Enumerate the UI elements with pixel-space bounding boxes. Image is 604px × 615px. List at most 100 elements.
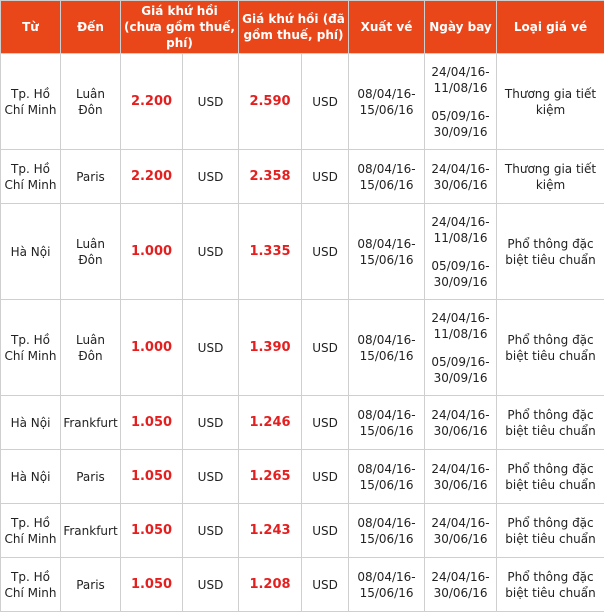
travel-period-spacer bbox=[427, 246, 494, 258]
fare-class-cell: Phổ thông đặc biệt tiêu chuẩn bbox=[496, 395, 604, 450]
travel-period-spacer bbox=[427, 96, 494, 108]
travel-dates-cell: 24/04/16-30/06/16 bbox=[424, 149, 498, 204]
price-excl-tax-cell: 1.050 bbox=[120, 557, 183, 612]
header-fare-class: Loại giá vé bbox=[496, 0, 604, 54]
travel-dates-cell: 24/04/16-11/08/16 05/09/16-30/09/16 bbox=[424, 53, 498, 150]
header-ticketing: Xuất vé bbox=[348, 0, 426, 54]
travel-period-1: 24/04/16-30/06/16 bbox=[431, 407, 490, 438]
from-cell: Hà Nội bbox=[0, 203, 61, 300]
header-travel-dates: Ngày bay bbox=[424, 0, 498, 54]
travel-period-1: 24/04/16-30/06/16 bbox=[431, 461, 490, 492]
travel-dates-cell: 24/04/16-30/06/16 bbox=[424, 449, 498, 504]
to-cell: Frankfurt bbox=[60, 503, 121, 558]
to-cell: Luân Đôn bbox=[60, 299, 121, 396]
header-from: Từ bbox=[0, 0, 61, 54]
currency-incl-tax-cell: USD bbox=[300, 449, 350, 504]
to-cell: Luân Đôn bbox=[60, 203, 121, 300]
price-incl-tax-cell: 1.208 bbox=[238, 557, 302, 612]
fare-class-cell: Thương gia tiết kiệm bbox=[496, 53, 604, 150]
price-excl-tax-cell: 1.050 bbox=[120, 449, 183, 504]
price-excl-tax-cell: 1.050 bbox=[120, 395, 183, 450]
ticketing-period-cell: 08/04/16-15/06/16 bbox=[348, 503, 426, 558]
price-incl-tax-cell: 1.243 bbox=[238, 503, 302, 558]
currency-incl-tax-cell: USD bbox=[300, 395, 350, 450]
currency-excl-tax-cell: USD bbox=[182, 503, 239, 558]
from-cell: Hà Nội bbox=[0, 449, 61, 504]
currency-incl-tax-cell: USD bbox=[300, 557, 350, 612]
from-cell: Tp. Hồ Chí Minh bbox=[0, 299, 61, 396]
price-incl-tax-cell: 2.358 bbox=[238, 149, 302, 204]
currency-incl-tax-cell: USD bbox=[300, 149, 350, 204]
travel-dates-cell: 24/04/16-30/06/16 bbox=[424, 557, 498, 612]
price-incl-tax-cell: 1.335 bbox=[238, 203, 302, 300]
fare-class-cell: Phổ thông đặc biệt tiêu chuẩn bbox=[496, 203, 604, 300]
table-row: Hà Nội Paris 1.050 USD 1.265 USD 08/04/16-15/0… bbox=[0, 449, 604, 504]
travel-dates-cell: 24/04/16-30/06/16 bbox=[424, 503, 498, 558]
currency-incl-tax-cell: USD bbox=[300, 53, 350, 150]
header-price-excl-tax: Giá khứ hồi (chưa gồm thuế, phí) bbox=[120, 0, 239, 54]
travel-period-2: 05/09/16-30/09/16 bbox=[431, 354, 490, 385]
table-row: Hà Nội Frankfurt 1.050 USD 1.246 USD 08/04/16-… bbox=[0, 395, 604, 450]
price-incl-tax-cell: 2.590 bbox=[238, 53, 302, 150]
table-row: Hà Nội Luân Đôn 1.000 USD 1.335 USD 08/04/16-1… bbox=[0, 203, 604, 300]
currency-excl-tax-cell: USD bbox=[182, 299, 239, 396]
currency-excl-tax-cell: USD bbox=[182, 203, 239, 300]
travel-period-1: 24/04/16-11/08/16 bbox=[431, 310, 490, 341]
ticketing-period-cell: 08/04/16-15/06/16 bbox=[348, 299, 426, 396]
from-cell: Tp. Hồ Chí Minh bbox=[0, 53, 61, 150]
to-cell: Frankfurt bbox=[60, 395, 121, 450]
currency-incl-tax-cell: USD bbox=[300, 503, 350, 558]
to-cell: Paris bbox=[60, 557, 121, 612]
table-row: Tp. Hồ Chí Minh Frankfurt 1.050 USD 1.243 USD… bbox=[0, 503, 604, 558]
fare-class-cell: Thương gia tiết kiệm bbox=[496, 149, 604, 204]
to-cell: Paris bbox=[60, 149, 121, 204]
table-row: Tp. Hồ Chí Minh Luân Đôn 2.200 USD 2.590 USD 0… bbox=[0, 53, 604, 150]
fare-class-cell: Phổ thông đặc biệt tiêu chuẩn bbox=[496, 557, 604, 612]
fare-table-body: Tp. Hồ Chí Minh Luân Đôn 2.200 USD 2.590 USD 0… bbox=[0, 53, 604, 612]
price-incl-tax-cell: 1.246 bbox=[238, 395, 302, 450]
currency-excl-tax-cell: USD bbox=[182, 395, 239, 450]
travel-dates-cell: 24/04/16-30/06/16 bbox=[424, 395, 498, 450]
ticketing-period-cell: 08/04/16-15/06/16 bbox=[348, 149, 426, 204]
header-to: Đến bbox=[60, 0, 121, 54]
from-cell: Tp. Hồ Chí Minh bbox=[0, 503, 61, 558]
travel-dates-cell: 24/04/16-11/08/16 05/09/16-30/09/16 bbox=[424, 299, 498, 396]
from-cell: Tp. Hồ Chí Minh bbox=[0, 557, 61, 612]
travel-period-1: 24/04/16-11/08/16 bbox=[431, 64, 490, 95]
table-row: Tp. Hồ Chí Minh Paris 2.200 USD 2.358 USD 08/0… bbox=[0, 149, 604, 204]
price-excl-tax-cell: 2.200 bbox=[120, 149, 183, 204]
header-row: Từ Đến Giá khứ hồi (chưa gồm thuế, phí) … bbox=[0, 0, 604, 54]
price-incl-tax-cell: 1.265 bbox=[238, 449, 302, 504]
currency-incl-tax-cell: USD bbox=[300, 299, 350, 396]
currency-excl-tax-cell: USD bbox=[182, 557, 239, 612]
fare-class-cell: Phổ thông đặc biệt tiêu chuẩn bbox=[496, 503, 604, 558]
travel-period-1: 24/04/16-30/06/16 bbox=[431, 515, 490, 546]
currency-excl-tax-cell: USD bbox=[182, 449, 239, 504]
ticketing-period-cell: 08/04/16-15/06/16 bbox=[348, 557, 426, 612]
travel-period-1: 24/04/16-11/08/16 bbox=[431, 214, 490, 245]
from-cell: Hà Nội bbox=[0, 395, 61, 450]
price-incl-tax-cell: 1.390 bbox=[238, 299, 302, 396]
travel-period-1: 24/04/16-30/06/16 bbox=[431, 161, 490, 192]
table-row: Tp. Hồ Chí Minh Luân Đôn 1.000 USD 1.390 USD 0… bbox=[0, 299, 604, 396]
travel-period-2: 05/09/16-30/09/16 bbox=[431, 258, 490, 289]
fare-class-cell: Phổ thông đặc biệt tiêu chuẩn bbox=[496, 449, 604, 504]
to-cell: Paris bbox=[60, 449, 121, 504]
travel-period-2: 05/09/16-30/09/16 bbox=[431, 108, 490, 139]
price-excl-tax-cell: 1.000 bbox=[120, 203, 183, 300]
price-excl-tax-cell: 2.200 bbox=[120, 53, 183, 150]
price-excl-tax-cell: 1.050 bbox=[120, 503, 183, 558]
from-cell: Tp. Hồ Chí Minh bbox=[0, 149, 61, 204]
ticketing-period-cell: 08/04/16-15/06/16 bbox=[348, 449, 426, 504]
price-excl-tax-cell: 1.000 bbox=[120, 299, 183, 396]
currency-excl-tax-cell: USD bbox=[182, 53, 239, 150]
travel-dates-cell: 24/04/16-11/08/16 05/09/16-30/09/16 bbox=[424, 203, 498, 300]
to-cell: Luân Đôn bbox=[60, 53, 121, 150]
table-row: Tp. Hồ Chí Minh Paris 1.050 USD 1.208 USD 08/0… bbox=[0, 557, 604, 612]
ticketing-period-cell: 08/04/16-15/06/16 bbox=[348, 395, 426, 450]
currency-incl-tax-cell: USD bbox=[300, 203, 350, 300]
ticketing-period-cell: 08/04/16-15/06/16 bbox=[348, 203, 426, 300]
fare-class-cell: Phổ thông đặc biệt tiêu chuẩn bbox=[496, 299, 604, 396]
travel-period-1: 24/04/16-30/06/16 bbox=[431, 569, 490, 600]
